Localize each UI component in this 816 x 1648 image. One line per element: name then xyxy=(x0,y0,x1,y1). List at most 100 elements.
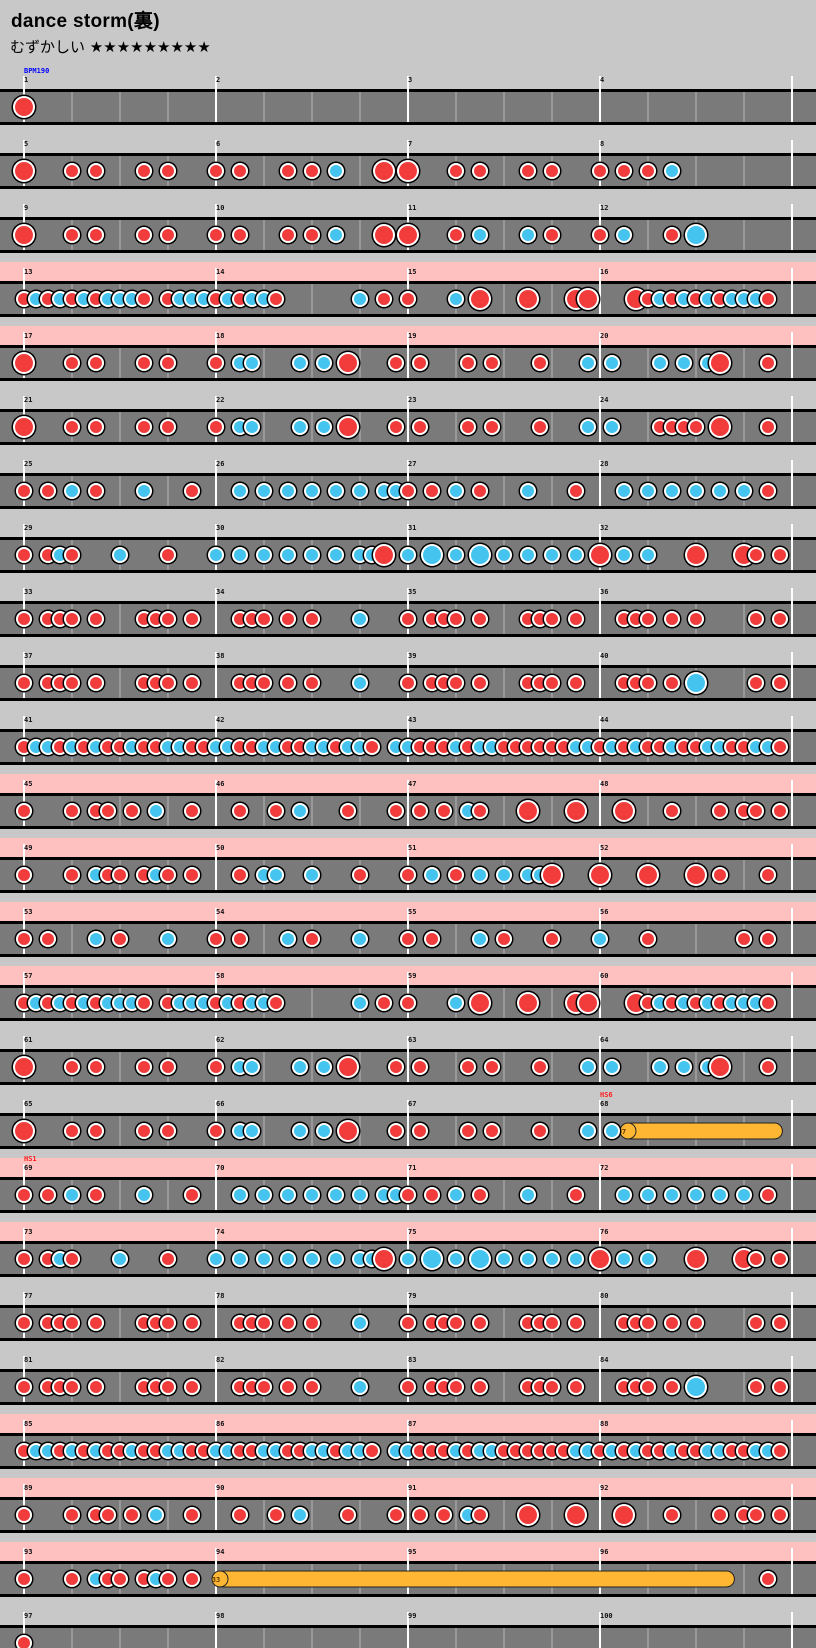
don-note xyxy=(426,1189,438,1201)
don-note xyxy=(18,869,30,881)
big-don-note xyxy=(375,546,393,564)
don-note xyxy=(762,421,774,433)
ka-note xyxy=(330,549,342,561)
don-note xyxy=(162,677,174,689)
big-don-note xyxy=(591,546,609,564)
ka-note xyxy=(666,1189,678,1201)
don-note xyxy=(114,1573,126,1585)
big-don-note xyxy=(711,418,729,436)
don-note xyxy=(774,741,786,753)
chart-row-61: 61 62 63 64 xyxy=(0,1036,816,1085)
don-note xyxy=(306,933,318,945)
don-note xyxy=(18,1253,30,1265)
ka-note xyxy=(474,869,486,881)
don-note xyxy=(306,677,318,689)
ka-note xyxy=(90,933,102,945)
ka-note xyxy=(738,1189,750,1201)
measure-number: 57 xyxy=(24,972,32,980)
don-note xyxy=(750,805,762,817)
lane-bottom-edge xyxy=(0,1530,816,1533)
lane-bottom-edge xyxy=(0,1082,816,1085)
don-note xyxy=(426,485,438,497)
ka-note xyxy=(330,1189,342,1201)
big-don-note xyxy=(399,226,417,244)
don-note xyxy=(762,357,774,369)
big-ka-note xyxy=(471,546,489,564)
don-note xyxy=(774,1509,786,1521)
measure-number: 16 xyxy=(600,268,608,276)
ka-note xyxy=(450,485,462,497)
big-don-note xyxy=(339,1122,357,1140)
measure-number: 51 xyxy=(408,844,416,852)
don-note xyxy=(474,805,486,817)
big-don-note xyxy=(519,290,537,308)
measure-number: 31 xyxy=(408,524,416,532)
don-note xyxy=(642,1317,654,1329)
measure-number: 50 xyxy=(216,844,224,852)
chart-row-1: 1 2 3 4 BPM190 xyxy=(0,67,816,125)
ka-note xyxy=(318,357,330,369)
ka-note xyxy=(678,1061,690,1073)
ka-note xyxy=(258,1253,270,1265)
ka-note xyxy=(618,549,630,561)
ka-note xyxy=(714,485,726,497)
big-ka-note xyxy=(687,1378,705,1396)
measure-number: 54 xyxy=(216,908,224,916)
ka-note xyxy=(258,485,270,497)
don-note xyxy=(186,1509,198,1521)
ka-note xyxy=(582,421,594,433)
don-note xyxy=(102,805,114,817)
don-note xyxy=(462,1125,474,1137)
ka-note xyxy=(606,1061,618,1073)
don-note xyxy=(210,421,222,433)
big-ka-note xyxy=(687,674,705,692)
ka-note xyxy=(642,485,654,497)
ka-note xyxy=(138,485,150,497)
ka-note xyxy=(474,933,486,945)
don-note xyxy=(450,229,462,241)
don-note xyxy=(282,613,294,625)
ka-note xyxy=(450,1189,462,1201)
ka-note xyxy=(522,485,534,497)
don-note xyxy=(18,1189,30,1201)
don-note xyxy=(474,1189,486,1201)
don-note xyxy=(474,165,486,177)
don-note xyxy=(258,1317,270,1329)
big-don-note xyxy=(15,162,33,180)
measure-number: 80 xyxy=(600,1292,608,1300)
don-note xyxy=(666,677,678,689)
don-note xyxy=(114,933,126,945)
measure-number: 90 xyxy=(216,1484,224,1492)
chart-row-25: 25 26 27 28 xyxy=(0,460,816,509)
don-note xyxy=(534,421,546,433)
don-note xyxy=(186,485,198,497)
don-note xyxy=(186,1317,198,1329)
don-note xyxy=(138,1125,150,1137)
ka-note xyxy=(678,357,690,369)
big-don-note xyxy=(15,418,33,436)
measure-number: 34 xyxy=(216,588,224,596)
ka-note xyxy=(234,1189,246,1201)
ka-note xyxy=(690,1189,702,1201)
don-note xyxy=(498,933,510,945)
don-note xyxy=(66,357,78,369)
don-note xyxy=(618,165,630,177)
ka-note xyxy=(114,549,126,561)
measure-number: 4 xyxy=(600,76,604,84)
don-note xyxy=(390,421,402,433)
big-don-note xyxy=(339,1058,357,1076)
big-don-note xyxy=(591,866,609,884)
ka-note xyxy=(306,869,318,881)
don-note xyxy=(282,229,294,241)
don-note xyxy=(138,165,150,177)
ka-note xyxy=(258,1189,270,1201)
don-note xyxy=(546,229,558,241)
ka-note xyxy=(270,869,282,881)
ka-note xyxy=(450,293,462,305)
big-don-note xyxy=(687,866,705,884)
don-note xyxy=(450,1381,462,1393)
don-note xyxy=(402,485,414,497)
measure-number: 39 xyxy=(408,652,416,660)
measure-number: 63 xyxy=(408,1036,416,1044)
ka-note xyxy=(294,1061,306,1073)
